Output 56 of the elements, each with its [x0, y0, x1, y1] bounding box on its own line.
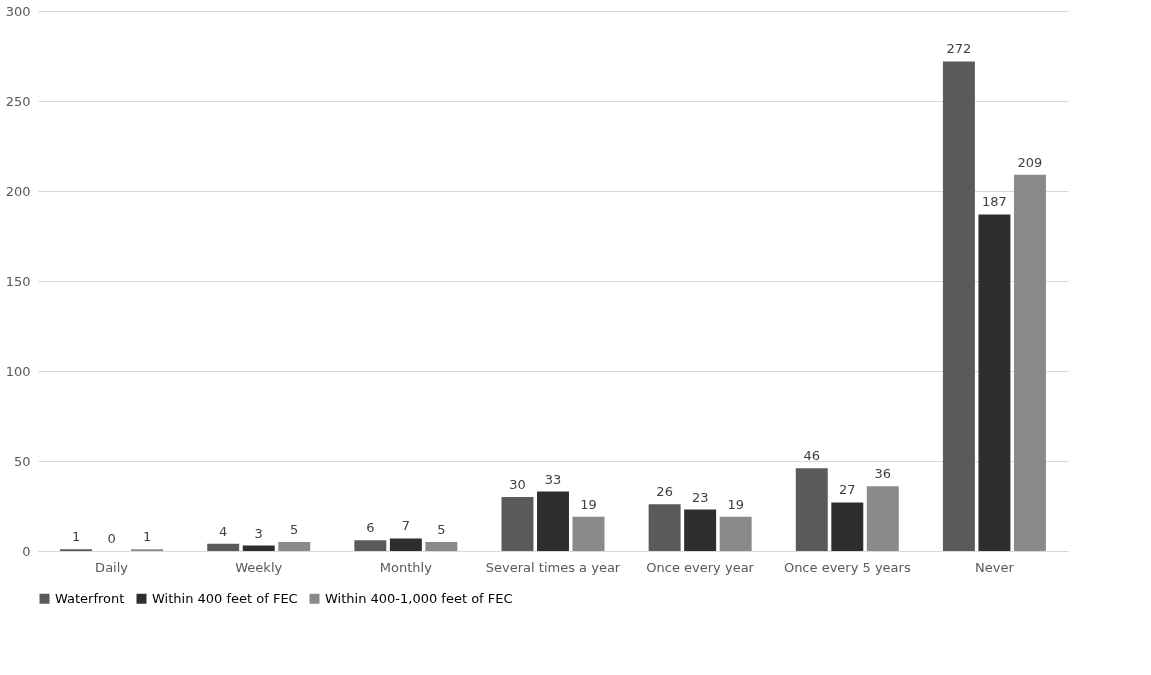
legend-label: Waterfront	[55, 590, 125, 606]
bar	[425, 542, 458, 551]
data-label: 4	[219, 523, 228, 539]
bar	[354, 540, 387, 551]
data-label: 26	[656, 484, 673, 500]
x-tick-label: Never	[975, 559, 1015, 575]
data-label: 1	[142, 529, 152, 545]
data-label: 187	[982, 194, 1007, 210]
x-tick-label: Several times a year	[485, 559, 621, 575]
x-tick-label: Weekly	[235, 559, 283, 575]
data-label: 23	[691, 489, 709, 505]
data-label: 7	[401, 518, 410, 534]
y-tick-label: 0	[22, 543, 31, 559]
bar	[389, 538, 422, 551]
bar	[242, 545, 275, 551]
data-label: 272	[946, 41, 972, 57]
x-tick-label: Once every 5 years	[783, 559, 911, 575]
bar	[866, 486, 899, 551]
data-label: 1	[71, 529, 81, 545]
data-label: 36	[874, 466, 892, 482]
x-tick-label: Once every year	[646, 559, 755, 575]
bar	[831, 502, 864, 551]
bar	[978, 214, 1011, 551]
bar	[1013, 174, 1046, 551]
x-tick-label: Monthly	[379, 559, 433, 575]
y-tick-label: 300	[5, 3, 31, 19]
bar	[942, 61, 975, 551]
x-tick-label: Daily	[95, 559, 129, 575]
bar	[719, 516, 752, 551]
bar	[537, 491, 569, 551]
y-tick-label: 100	[5, 363, 31, 379]
y-tick-label: 50	[13, 453, 31, 469]
data-label: 5	[437, 522, 446, 537]
bar	[501, 497, 534, 551]
bar	[684, 509, 717, 551]
legend-label: Within 400-1,000 feet of FEC	[325, 590, 513, 606]
data-label: 3	[254, 525, 263, 541]
bar	[648, 504, 681, 551]
data-label: 19	[727, 496, 744, 512]
data-label: 33	[544, 471, 562, 487]
data-label: 6	[366, 520, 375, 536]
bar	[207, 543, 240, 551]
bar	[572, 516, 605, 551]
bar	[278, 542, 311, 551]
data-label: 27	[839, 482, 856, 498]
data-label: 209	[1017, 154, 1043, 170]
y-tick-label: 250	[5, 93, 31, 109]
data-label: 5	[290, 522, 299, 537]
data-label: 30	[509, 477, 526, 492]
legend-label: Within 400 feet of FEC	[152, 590, 298, 606]
data-label: 0	[107, 531, 116, 546]
bar	[795, 468, 828, 551]
y-tick-label: 150	[5, 273, 31, 289]
data-label: 19	[580, 496, 597, 512]
y-tick-label: 200	[5, 183, 31, 199]
data-label: 46	[803, 448, 821, 464]
